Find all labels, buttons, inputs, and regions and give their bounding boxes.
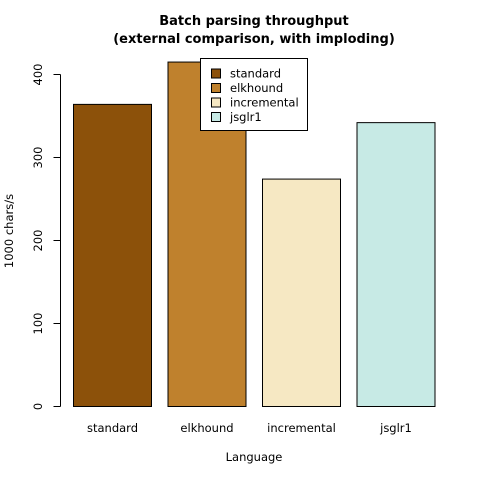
- x-tick-label-standard: standard: [87, 421, 138, 435]
- bar-jsglr1: [356, 122, 436, 407]
- chart-title: Batch parsing throughput (external compa…: [113, 14, 395, 47]
- y-axis-label: 1000 chars/s: [2, 194, 16, 268]
- x-tick-label-jsglr1: jsglr1: [379, 421, 412, 435]
- legend-swatch-elkhound: [211, 83, 221, 93]
- legend-swatch-jsglr1: [211, 112, 221, 122]
- y-tick-label-200: 200: [31, 230, 45, 252]
- legend-swatch-incremental: [211, 97, 221, 108]
- legend-label-incremental: incremental: [230, 96, 299, 110]
- legend-swatch-standard: [211, 68, 221, 79]
- legend-label-elkhound: elkhound: [230, 81, 283, 95]
- x-axis: standard elkhound incremental jsglr1: [87, 421, 412, 435]
- bar-standard: [73, 103, 152, 407]
- legend-label-standard: standard: [230, 67, 281, 81]
- x-tick-label-elkhound: elkhound: [180, 421, 233, 435]
- y-tick-label-300: 300: [31, 147, 45, 169]
- x-axis-label: Language: [226, 450, 283, 464]
- y-tick-label-0: 0: [31, 403, 45, 410]
- y-tick-label-400: 400: [31, 64, 45, 86]
- chart-title-line-1: Batch parsing throughput: [159, 14, 349, 29]
- bar-incremental: [262, 178, 341, 407]
- chart-title-line-2: (external comparison, with imploding): [113, 32, 395, 47]
- y-axis: 0 100 200 300 400: [31, 64, 61, 410]
- y-tick-label-100: 100: [31, 313, 45, 335]
- legend-label-jsglr1: jsglr1: [229, 110, 262, 124]
- x-tick-label-incremental: incremental: [267, 421, 336, 435]
